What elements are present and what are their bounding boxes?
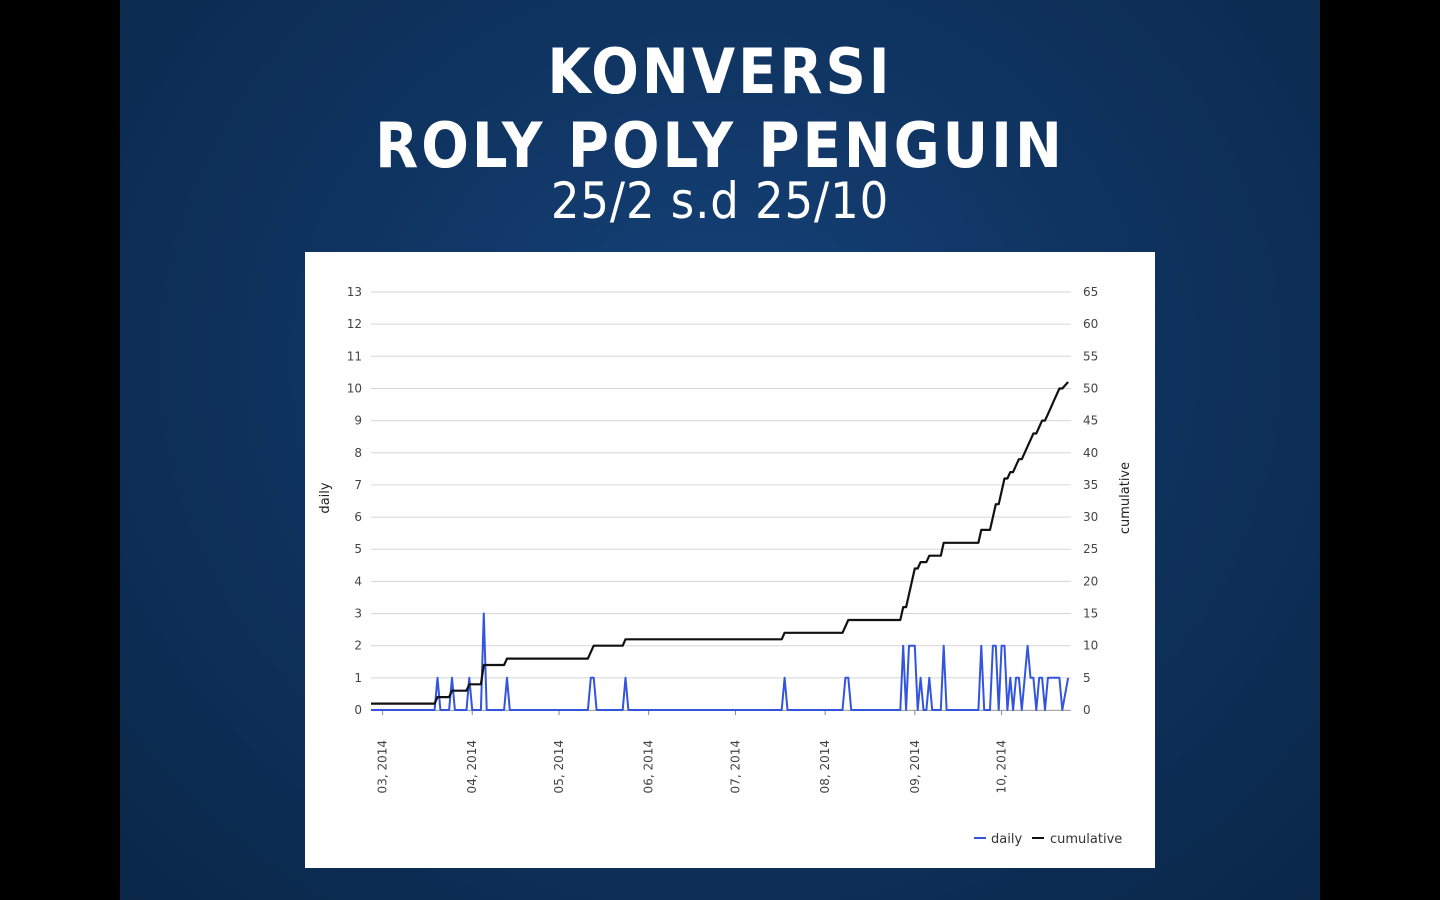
left-tick-label: 4 <box>354 574 362 588</box>
x-tick-label: 10, 2014 <box>995 740 1009 793</box>
right-tick-label: 5 <box>1083 671 1091 685</box>
legend: daily cumulative <box>974 832 1122 847</box>
left-tick-label: 11 <box>347 349 362 363</box>
right-tick-label: 15 <box>1083 607 1098 621</box>
left-axis-title: daily <box>318 482 333 513</box>
left-tick-label: 3 <box>354 607 362 621</box>
x-tick-label: 08, 2014 <box>818 740 832 793</box>
right-tick-label: 35 <box>1083 478 1098 492</box>
left-tick-label: 10 <box>347 381 362 395</box>
left-tick-label: 0 <box>354 703 362 717</box>
right-tick-label: 30 <box>1083 510 1098 524</box>
right-tick-label: 65 <box>1083 285 1098 299</box>
slide-title-line-1: KONVERSI <box>547 36 893 109</box>
series-lines <box>371 381 1070 711</box>
chart-panel: 0 1 2 3 4 5 6 7 8 9 10 11 12 13 0 5 10 15 20 25 30 35 40 45 50 5… <box>305 252 1155 868</box>
grid-lines <box>371 291 1071 711</box>
x-tick-label: 09, 2014 <box>908 740 922 793</box>
x-axis-ticks: 03, 2014 04, 2014 05, 2014 06, 2014 07, 2014… <box>371 710 1071 793</box>
series-line-daily <box>371 612 1070 711</box>
slide-title-line-2: ROLY POLY PENGUIN <box>375 110 1065 183</box>
left-tick-label: 8 <box>354 446 362 460</box>
right-tick-label: 40 <box>1083 446 1098 460</box>
left-tick-label: 1 <box>354 671 362 685</box>
left-tick-label: 6 <box>354 510 362 524</box>
legend-daily-label: daily <box>991 832 1022 847</box>
left-tick-label: 13 <box>347 285 362 299</box>
right-tick-label: 20 <box>1083 574 1098 588</box>
right-tick-label: 0 <box>1083 703 1091 717</box>
right-axis-ticks: 0 5 10 15 20 25 30 35 40 45 50 55 60 65 <box>1083 285 1098 717</box>
left-tick-label: 12 <box>347 317 362 331</box>
right-tick-label: 25 <box>1083 542 1098 556</box>
right-tick-label: 60 <box>1083 317 1098 331</box>
right-tick-label: 50 <box>1083 381 1098 395</box>
x-tick-label: 07, 2014 <box>728 740 742 793</box>
right-axis-title: cumulative <box>1118 462 1133 534</box>
right-tick-label: 55 <box>1083 349 1098 363</box>
left-tick-label: 5 <box>354 542 362 556</box>
left-tick-label: 7 <box>354 478 362 492</box>
series-line-cumulative <box>371 381 1069 705</box>
left-tick-label: 2 <box>354 639 362 653</box>
legend-cumulative-label: cumulative <box>1050 832 1122 847</box>
x-tick-label: 03, 2014 <box>376 740 390 793</box>
x-tick-label: 04, 2014 <box>465 740 479 793</box>
left-tick-label: 9 <box>354 414 362 428</box>
x-tick-label: 05, 2014 <box>552 740 566 793</box>
right-tick-label: 45 <box>1083 414 1098 428</box>
slide-subtitle: 25/2 s.d 25/10 <box>550 172 890 230</box>
x-tick-label: 06, 2014 <box>642 740 656 793</box>
right-tick-label: 10 <box>1083 639 1098 653</box>
